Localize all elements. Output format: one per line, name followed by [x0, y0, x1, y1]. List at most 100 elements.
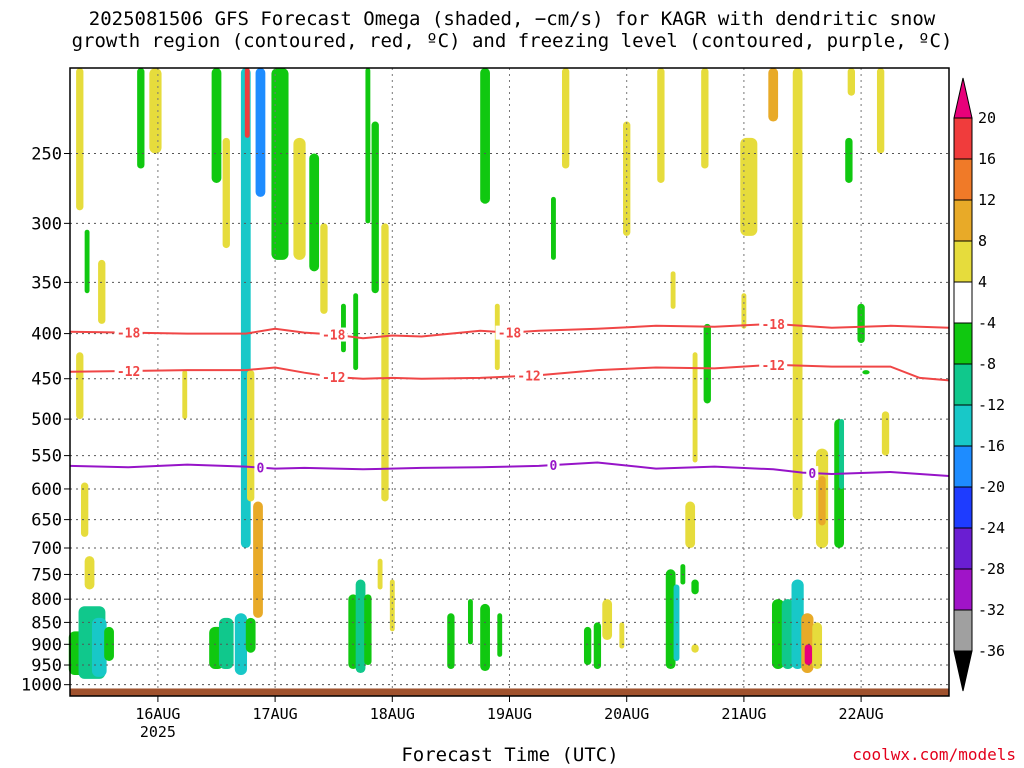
y-tick-label: 550 [31, 447, 62, 467]
contour-label: 0 [257, 462, 265, 477]
x-tick-label: 21AUG [721, 705, 766, 723]
omega-shade-cell [561, 68, 570, 169]
contour-label-bg [806, 466, 819, 481]
x-tick-label: 17AUG [253, 705, 298, 723]
contour-label: -18 [498, 327, 522, 342]
contour-label-bg [114, 363, 143, 378]
omega-shade-cell [771, 599, 785, 670]
omega-shade-cell [309, 153, 320, 272]
colorbar-label: -36 [978, 642, 1005, 660]
omega-shade-cell [781, 599, 794, 670]
contour-label-bg [759, 316, 788, 331]
contour-label-bg [319, 327, 348, 342]
colorbar-segment [953, 117, 973, 160]
omega-shade-cell [377, 558, 383, 590]
colorbar-segment [953, 445, 973, 488]
x-tick-sublabel: 2025 [140, 723, 176, 741]
omega-shading-layer [68, 68, 890, 679]
y-tick-label: 650 [31, 511, 62, 531]
omega-shade-cell [364, 594, 372, 666]
contour-label-bg [495, 325, 524, 340]
omega-shade-cell [76, 352, 84, 420]
y-tick-label: 250 [31, 144, 62, 164]
omega-shade-cell [862, 370, 870, 375]
colorbar-label: 16 [978, 150, 996, 168]
omega-shade-cell [389, 579, 395, 632]
omega-shade-cell [839, 419, 845, 489]
omega-shade-cell [497, 613, 503, 657]
contour-label: -12 [517, 370, 540, 385]
colorbar-segment [953, 199, 973, 242]
y-tick-label: 400 [31, 325, 62, 345]
colorbar-label: -8 [978, 355, 996, 373]
colorbar-label: -16 [978, 437, 1005, 455]
y-tick-label: 850 [31, 613, 62, 633]
omega-shade-cell [98, 259, 106, 324]
colorbar-segment [953, 568, 973, 611]
y-tick-label: 800 [31, 590, 62, 610]
y-tick-label: 700 [31, 539, 62, 559]
contour-label: 0 [550, 459, 558, 474]
x-axis-title: Forecast Time (UTC) [401, 744, 619, 766]
y-tick-label: 750 [31, 565, 62, 585]
contour-label: -18 [761, 318, 785, 333]
colorbar-segment [953, 322, 973, 365]
contour-label-bg [254, 460, 267, 475]
omega-shade-cell [665, 569, 676, 670]
omega-shade-cell [701, 68, 709, 169]
contour-label: -12 [117, 365, 140, 380]
omega-shade-cell [320, 223, 328, 314]
colorbar-segment [953, 281, 973, 324]
colorbar-segment [953, 609, 973, 652]
axes-layer: 2503003504004505005506006507007508008509… [21, 67, 950, 741]
omega-shade-cell [245, 617, 256, 653]
colorbar-label: 8 [978, 232, 987, 250]
contour-label: 0 [808, 467, 816, 482]
omega-shade-cell [293, 137, 306, 260]
contour-label: -18 [322, 329, 346, 344]
omega-shade-cell [244, 68, 250, 138]
credit-link[interactable]: coolwx.com/models [852, 745, 1016, 764]
omega-shade-cell [691, 644, 699, 653]
contour-line [69, 363, 950, 382]
contour-label-bg [759, 357, 788, 372]
terrain-layer [70, 688, 949, 696]
colorbar-label: -4 [978, 314, 996, 332]
omega-shade-cell [881, 411, 890, 456]
colorbar-label: -12 [978, 396, 1005, 414]
colorbar-segment [953, 240, 973, 283]
omega-shade-cell [234, 613, 248, 675]
omega-shade-cell [355, 579, 366, 674]
y-tick-label: 600 [31, 480, 62, 500]
colorbar-label: 4 [978, 273, 987, 291]
colorbar-label: -28 [978, 560, 1005, 578]
omega-shade-cell [271, 68, 289, 260]
omega-shade-cell [703, 323, 711, 404]
omega-shade-cell [76, 68, 84, 211]
omega-shade-cell [84, 229, 90, 294]
omega-shade-cell [467, 599, 473, 645]
omega-shade-cell [791, 579, 804, 670]
omega-shade-cell [371, 121, 379, 294]
omega-shade-cell [812, 622, 823, 670]
omega-shade-cell [447, 613, 455, 670]
omega-shade-cell [602, 599, 613, 641]
grid-layer [70, 68, 949, 696]
omega-shade-cell [480, 603, 490, 672]
y-tick-label: 1000 [21, 676, 62, 696]
contour-label-bg [547, 458, 560, 473]
colorbar-label: 12 [978, 191, 996, 209]
omega-shade-cell [876, 68, 885, 154]
omega-shade-cell [804, 644, 813, 666]
x-tick-label: 22AUG [839, 705, 884, 723]
y-tick-label: 900 [31, 635, 62, 655]
contour-label-bg [515, 368, 544, 383]
x-tick-label: 19AUG [487, 705, 532, 723]
y-tick-label: 350 [31, 273, 62, 293]
contour-label: -12 [322, 371, 345, 386]
chart-title: 2025081506 GFS Forecast Omega (shaded, −… [71, 8, 953, 52]
omega-shade-cell [211, 68, 222, 183]
colorbar-label: 20 [978, 109, 996, 127]
y-tick-label: 950 [31, 656, 62, 676]
